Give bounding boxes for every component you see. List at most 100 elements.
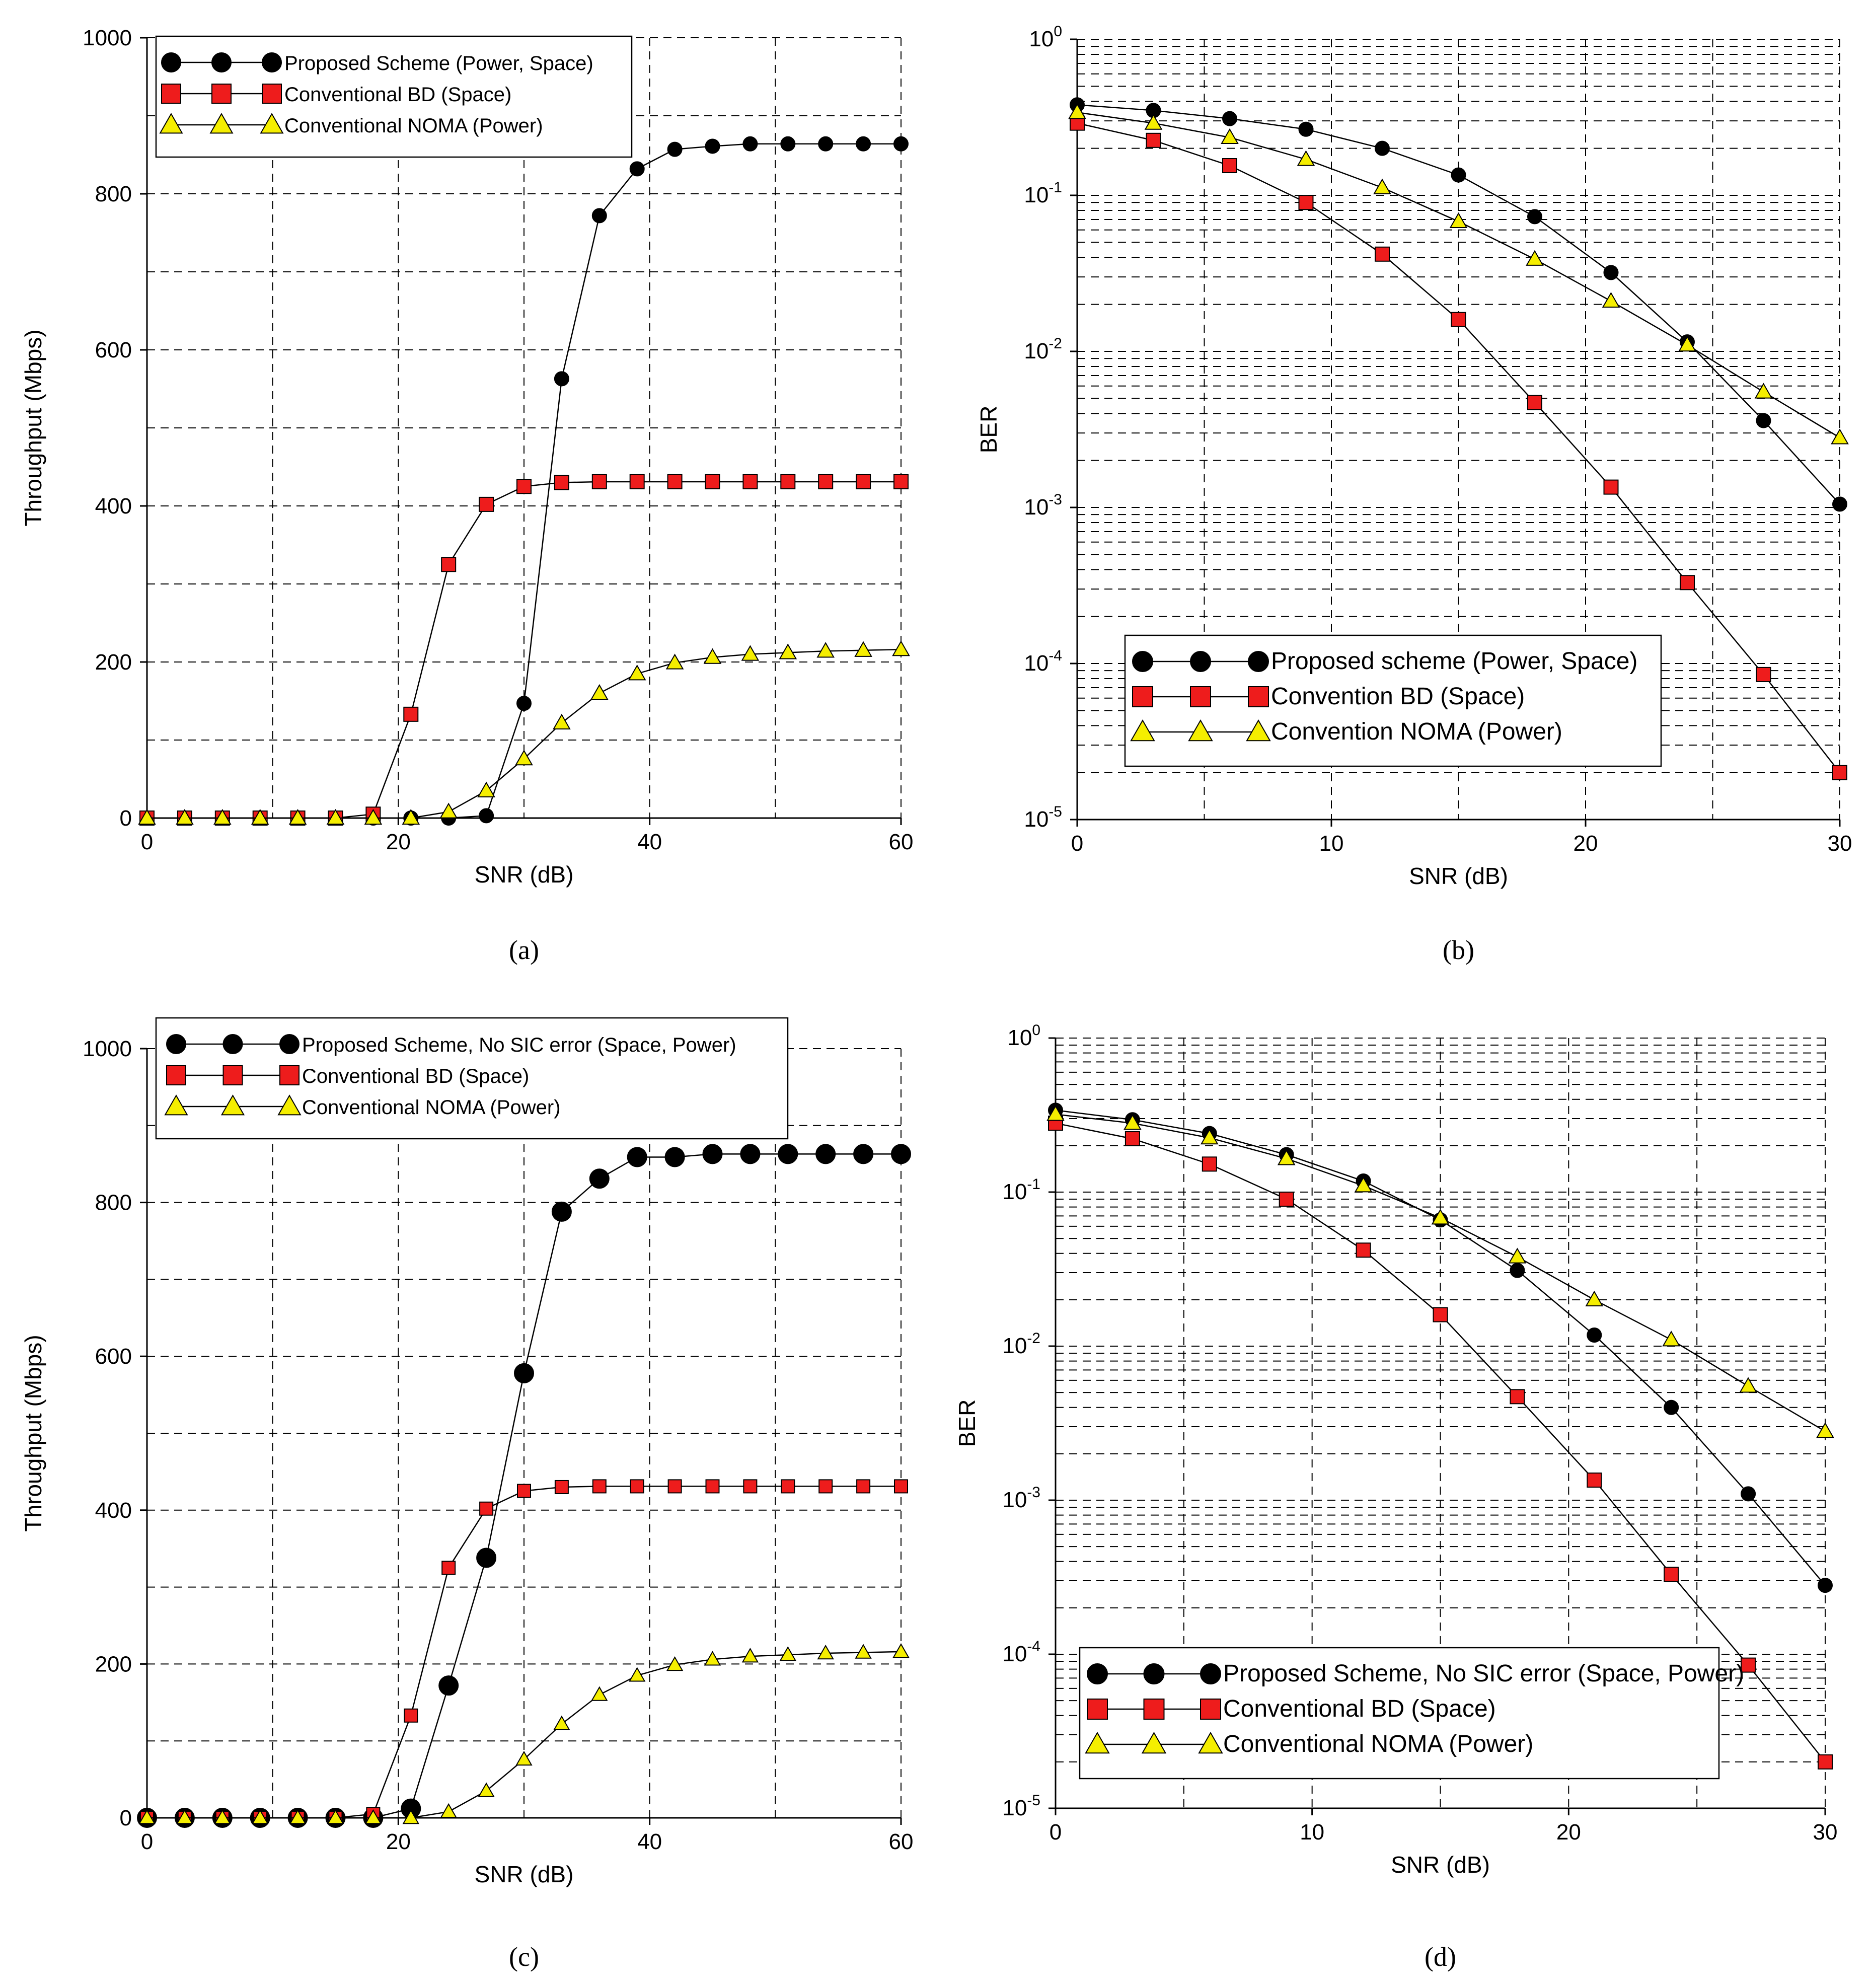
data-point [252, 1809, 269, 1824]
x-axis-title: SNR (dB) [1409, 863, 1508, 889]
data-point [1125, 1131, 1140, 1147]
legend-marker [222, 1034, 243, 1054]
legend-label: Proposed Scheme (Power, Space) [284, 52, 593, 75]
data-point [1741, 1657, 1756, 1673]
data-point [705, 138, 720, 154]
legend-marker [277, 1094, 302, 1116]
legend-label: Proposed Scheme, No SIC error (Space, Po… [1223, 1660, 1744, 1687]
data-point [818, 136, 834, 152]
data-point [1678, 336, 1696, 352]
data-point [779, 1646, 796, 1661]
y-tick-label: 10-4 [1002, 1638, 1040, 1666]
data-point [894, 1479, 908, 1494]
data-point [892, 1643, 910, 1658]
data-point [1297, 150, 1315, 166]
data-point [856, 136, 871, 152]
y-tick-label: 1000 [83, 1037, 132, 1061]
data-point [855, 1644, 872, 1659]
legend-marker [1087, 1663, 1108, 1684]
data-point [667, 141, 683, 157]
data-point [589, 1168, 610, 1189]
grid [147, 37, 902, 818]
data-point [629, 161, 645, 177]
data-point [856, 474, 871, 489]
data-point [1527, 209, 1542, 225]
legend-marker [161, 52, 181, 72]
data-point [1123, 1114, 1142, 1130]
x-tick-label: 0 [1071, 831, 1083, 856]
data-point [1816, 1422, 1834, 1438]
data-point [590, 684, 609, 700]
data-point [439, 802, 458, 819]
legend-label: Conventional BD (Space) [284, 84, 511, 106]
y-tick-label: 100 [1029, 23, 1062, 51]
x-tick-label: 10 [1300, 1820, 1324, 1845]
legend-label: Convention BD (Space) [1271, 683, 1525, 710]
data-point [742, 136, 758, 152]
data-point [664, 1147, 685, 1167]
data-point [138, 808, 156, 825]
y-tick-label: 10-5 [1024, 803, 1062, 832]
data-point [1526, 250, 1544, 266]
data-point [740, 1144, 761, 1164]
data-point [704, 1651, 721, 1666]
data-point [1741, 1486, 1756, 1502]
legend-marker [220, 1094, 245, 1116]
legend-label: Conventional NOMA (Power) [1223, 1731, 1533, 1757]
data-point [554, 1480, 569, 1494]
legend-marker [1246, 719, 1271, 742]
y-tick-label: 10-3 [1002, 1484, 1040, 1512]
legend-marker [262, 84, 282, 104]
data-point [1508, 1247, 1527, 1264]
data-point [1603, 479, 1619, 495]
data-point [1375, 246, 1390, 262]
data-point [1680, 575, 1695, 591]
x-tick-label: 40 [637, 1829, 662, 1854]
legend-marker [166, 1034, 186, 1054]
legend-marker [1132, 686, 1153, 707]
data-point [1832, 496, 1847, 512]
y-tick-label: 10-4 [1024, 647, 1062, 676]
data-point [404, 1708, 418, 1723]
data-point [1222, 158, 1237, 173]
data-point [514, 1363, 534, 1383]
data-point [818, 474, 834, 489]
data-point [403, 706, 419, 722]
legend-marker [211, 84, 232, 104]
y-axis-title: Throughput (Mbps) [20, 329, 46, 526]
grid [1077, 39, 1840, 820]
data-point [554, 371, 569, 387]
data-point [702, 1144, 723, 1164]
data-point [705, 474, 720, 489]
panel-caption: (a) [509, 935, 539, 965]
data-point [516, 479, 532, 494]
data-point [891, 1144, 911, 1164]
x-axis-title: SNR (dB) [475, 861, 574, 888]
data-point [517, 1484, 531, 1498]
data-point [741, 1648, 759, 1663]
data-point [778, 1144, 798, 1164]
data-point [1451, 167, 1466, 183]
legend-marker [1190, 686, 1211, 707]
data-point [630, 1479, 644, 1494]
x-tick-label: 60 [889, 830, 914, 854]
panel-caption: (b) [1443, 935, 1474, 965]
legend-marker [1143, 1699, 1165, 1720]
series [138, 1643, 910, 1824]
x-tick-label: 20 [386, 830, 411, 854]
legend-label: Proposed scheme (Power, Space) [1271, 648, 1637, 675]
y-tick-label: 10-1 [1002, 1176, 1040, 1204]
data-point [815, 1144, 836, 1164]
data-point [1510, 1389, 1525, 1405]
y-tick-label: 200 [95, 1652, 132, 1676]
data-point [441, 557, 457, 572]
data-point [818, 1479, 833, 1494]
data-point [629, 1667, 646, 1682]
legend-marker [1085, 1731, 1110, 1754]
y-axis-title: Throughput (Mbps) [20, 1335, 46, 1531]
legend-label: Conventional NOMA (Power) [284, 115, 543, 137]
y-tick-label: 10-2 [1024, 335, 1062, 363]
legend-marker [1141, 1731, 1167, 1754]
